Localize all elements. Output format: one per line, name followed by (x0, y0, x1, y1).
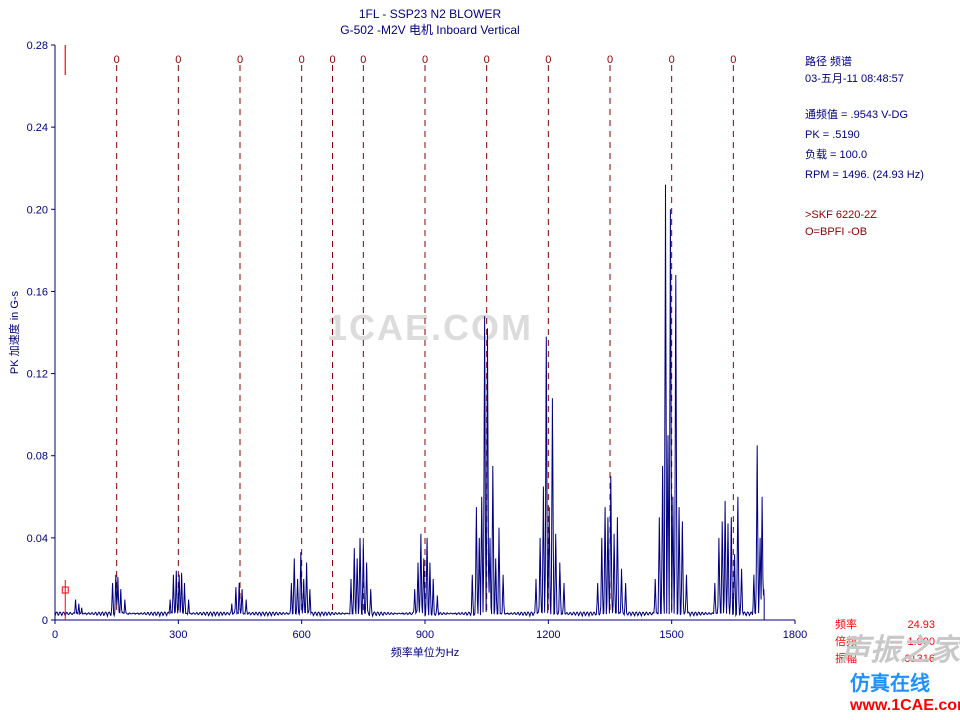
side-info-line: 通频值 = .9543 V-DG (805, 107, 908, 121)
harmonic-label: 0 (175, 54, 181, 66)
watermark-text: 声振之家 (839, 633, 960, 667)
side-info-line: >SKF 6220-2Z (805, 209, 877, 221)
x-tick-label: 0 (52, 629, 58, 641)
side-info-line: O=BPFI -OB (805, 226, 867, 238)
x-axis-label: 频率单位为Hz (391, 645, 459, 659)
y-tick-label: 0.16 (27, 286, 48, 298)
y-tick-label: 0.20 (27, 204, 48, 216)
spectrum-chart: 1CAE.COM 1FL - SSP23 N2 BLOWER G-502 -M2V … (0, 0, 960, 720)
y-tick-label: 0.24 (27, 122, 48, 134)
chart-title-1: 1FL - SSP23 N2 BLOWER (359, 7, 502, 21)
side-info-line: 03-五月-11 08:48:57 (805, 73, 904, 85)
harmonic-label: 0 (484, 54, 490, 66)
x-tick-label: 300 (169, 629, 187, 641)
harmonic-label: 0 (360, 54, 366, 66)
harmonic-label: 0 (237, 54, 243, 66)
y-tick-label: 0.12 (27, 369, 48, 381)
side-info-line: PK = .5190 (805, 129, 860, 141)
harmonic-label: 0 (607, 54, 613, 66)
x-tick-label: 900 (416, 629, 434, 641)
x-tick-label: 600 (292, 629, 310, 641)
harmonic-label: 0 (114, 54, 120, 66)
side-info-line: 负载 = 100.0 (805, 147, 867, 161)
y-tick-label: 0.08 (27, 451, 48, 463)
x-tick-label: 1500 (659, 629, 683, 641)
x-tick-label: 1800 (783, 629, 807, 641)
harmonic-label: 0 (299, 54, 305, 66)
side-info-line: RPM = 1496. (24.93 Hz) (805, 169, 924, 181)
cursor-value: 24.93 (907, 619, 935, 631)
harmonic-label: 0 (669, 54, 675, 66)
watermark-url: www.1CAE.com (849, 697, 960, 714)
harmonic-label: 0 (545, 54, 551, 66)
y-tick-label: 0 (42, 615, 48, 627)
y-tick-label: 0.28 (27, 40, 48, 52)
y-axis-label: PK 加速度 in G-s (7, 290, 21, 374)
side-info-line: 路径 频谱 (805, 54, 852, 68)
y-tick-label: 0.04 (27, 533, 48, 545)
cursor-label: 频率 (835, 617, 857, 631)
chart-title-2: G-502 -M2V 电机 Inboard Vertical (340, 23, 519, 37)
harmonic-label: 0 (730, 54, 736, 66)
harmonic-label: 0 (329, 54, 335, 66)
harmonic-label: 0 (422, 54, 428, 66)
watermark-center: 1CAE.COM (327, 307, 533, 348)
watermark-brand: 仿真在线 (850, 671, 930, 695)
x-tick-label: 1200 (536, 629, 560, 641)
